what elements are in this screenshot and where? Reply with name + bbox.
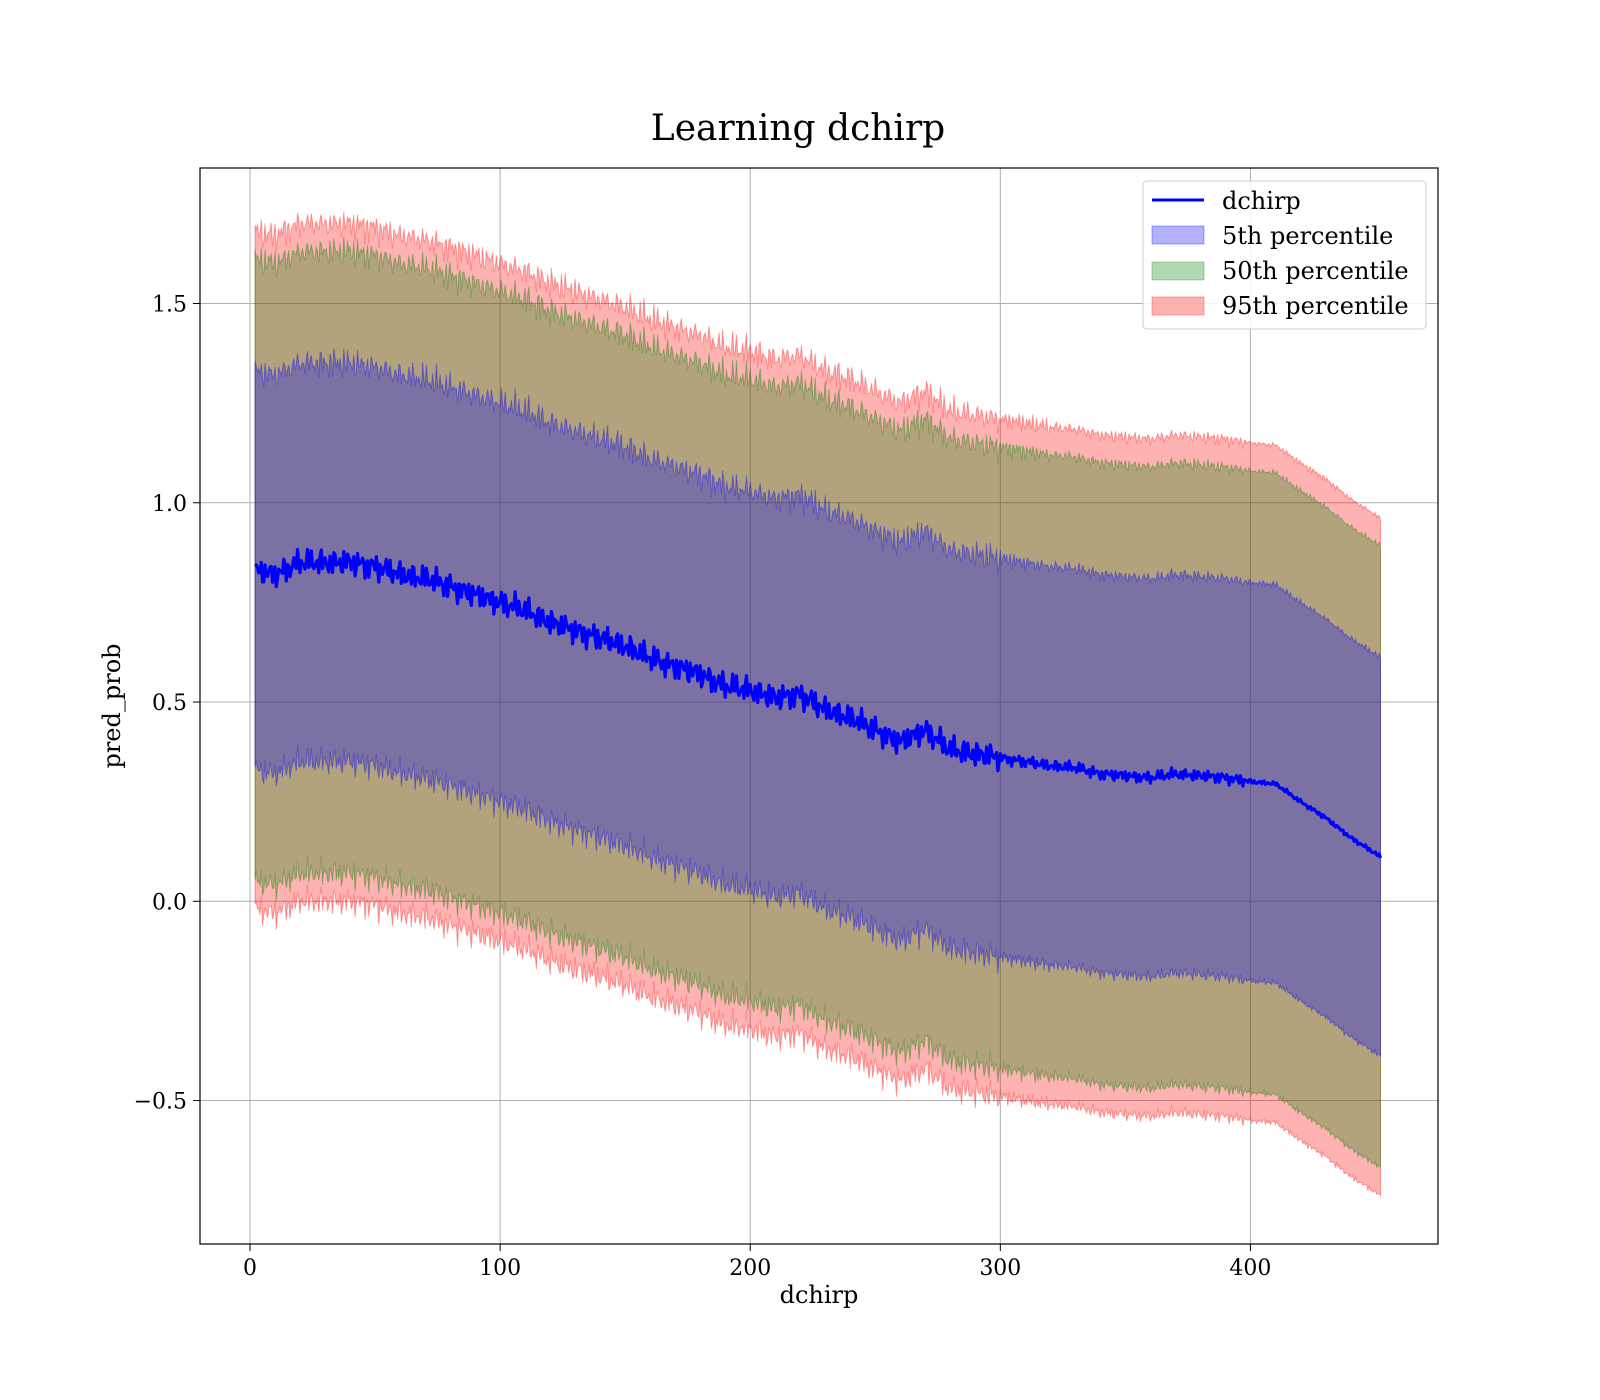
- x-tick-label: 100: [479, 1256, 521, 1281]
- x-axis-label: dchirp: [780, 1281, 859, 1309]
- x-tick-label: 0: [243, 1256, 257, 1281]
- series-line-dchirp: [254, 547, 1383, 859]
- band-50th-percentile: [254, 236, 1381, 1169]
- x-tick-label: 400: [1229, 1256, 1271, 1281]
- line-layer: [254, 547, 1383, 859]
- legend-entry-5th-percentile: 5th percentile: [1222, 222, 1393, 250]
- y-tick-label: 1.0: [152, 492, 187, 517]
- y-tick-label: 1.5: [152, 292, 187, 317]
- y-tick-label: 0.5: [152, 691, 187, 716]
- legend-entry-dchirp: dchirp: [1222, 187, 1301, 215]
- x-tick-label: 200: [729, 1256, 771, 1281]
- band-5th-percentile: [254, 348, 1381, 1058]
- x-tick-label: 300: [979, 1256, 1021, 1281]
- chart-title: Learning dchirp: [651, 108, 945, 149]
- plot-frame: [199, 167, 1439, 1245]
- legend-swatch-5th: [1151, 225, 1205, 245]
- legend-entry-50th-percentile: 50th percentile: [1222, 257, 1409, 285]
- y-axis-label: pred_prob: [98, 643, 126, 768]
- legend-swatch-50th: [1151, 261, 1205, 281]
- legend: dchirp 5th percentile 50th percentile 95…: [1142, 180, 1427, 330]
- y-tick-label: 0.0: [152, 890, 187, 915]
- tick-layer: 0 100 200 300 400 −0.5 0.0 0.5 1.0 1.5: [134, 292, 1272, 1281]
- legend-entry-95th-percentile: 95th percentile: [1222, 292, 1409, 320]
- legend-swatch-95th: [1151, 296, 1205, 316]
- y-tick-label: −0.5: [134, 1090, 187, 1115]
- legend-box: [1142, 180, 1427, 330]
